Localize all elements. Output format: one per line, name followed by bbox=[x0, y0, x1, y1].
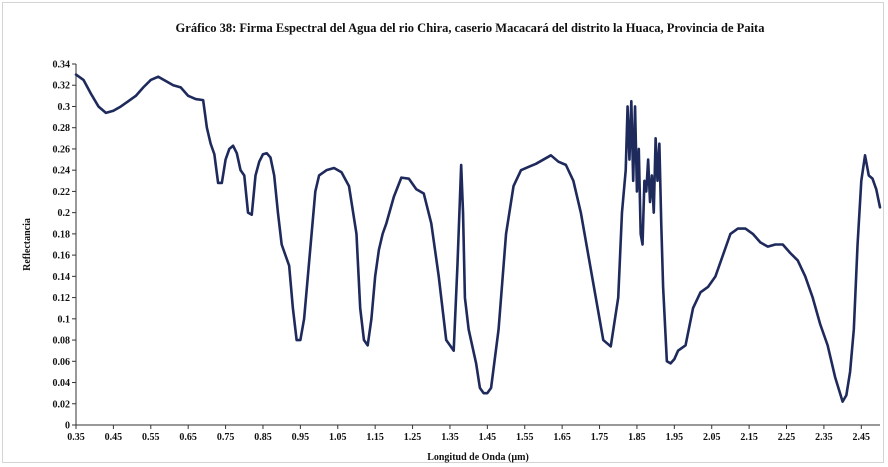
y-tick-label: 0.04 bbox=[53, 378, 71, 389]
x-tick-label: 1.55 bbox=[516, 432, 534, 443]
x-tick-label: 1.15 bbox=[366, 432, 384, 443]
x-tick-label: 2.05 bbox=[703, 432, 721, 443]
y-tick-label: 0.12 bbox=[53, 293, 71, 304]
x-tick-label: 2.45 bbox=[853, 432, 871, 443]
x-tick-label: 2.35 bbox=[815, 432, 833, 443]
x-tick-label: 1.05 bbox=[329, 432, 347, 443]
y-tick-label: 0 bbox=[65, 421, 70, 432]
y-tick-label: 0.06 bbox=[53, 357, 71, 368]
y-tick-label: 0.24 bbox=[53, 166, 71, 177]
y-tick-label: 0.16 bbox=[53, 251, 71, 262]
y-tick-label: 0.1 bbox=[58, 314, 71, 325]
x-tick-label: 0.95 bbox=[292, 432, 310, 443]
y-tick-label: 0.2 bbox=[58, 208, 71, 219]
x-tick-label: 1.95 bbox=[666, 432, 684, 443]
chart-title: Gráfico 38: Firma Espectral del Agua del… bbox=[175, 21, 765, 35]
x-tick-label: 0.75 bbox=[217, 432, 235, 443]
y-tick-label: 0.14 bbox=[53, 272, 71, 283]
reflectance-line bbox=[74, 73, 882, 403]
x-tick-label: 0.65 bbox=[179, 432, 197, 443]
x-tick-label: 0.35 bbox=[67, 432, 85, 443]
x-tick-label: 1.65 bbox=[553, 432, 571, 443]
x-tick-label: 2.25 bbox=[778, 432, 796, 443]
x-axis-title: Longitud de Onda (µm) bbox=[427, 452, 529, 463]
y-tick-label: 0.3 bbox=[58, 102, 71, 113]
y-tick-label: 0.26 bbox=[53, 144, 71, 155]
y-tick-label: 0.34 bbox=[53, 60, 71, 71]
series-layer bbox=[74, 73, 882, 403]
x-tick-label: 1.75 bbox=[591, 432, 609, 443]
x-tick-label: 0.45 bbox=[105, 432, 123, 443]
x-tick-label: 2.15 bbox=[740, 432, 758, 443]
y-tick-label: 0.32 bbox=[53, 81, 71, 92]
x-tick-label: 1.25 bbox=[404, 432, 422, 443]
y-tick-label: 0.02 bbox=[53, 399, 71, 410]
x-tick-label: 1.35 bbox=[441, 432, 459, 443]
x-tick-label: 0.85 bbox=[254, 432, 272, 443]
y-axis-title: Reflectancia bbox=[22, 218, 33, 271]
y-tick-label: 0.18 bbox=[53, 229, 71, 240]
axes: 0 0.02 0.04 0.06 0.08 0.1 0.12 0.14 0.16 0.18 0.2 0… bbox=[53, 60, 880, 443]
x-tick-label: 1.85 bbox=[628, 432, 646, 443]
y-tick-label: 0.22 bbox=[53, 187, 71, 198]
y-tick-label: 0.08 bbox=[53, 336, 71, 347]
x-tick-label: 1.45 bbox=[479, 432, 497, 443]
x-tick-label: 0.55 bbox=[142, 432, 160, 443]
y-tick-label: 0.28 bbox=[53, 123, 71, 134]
